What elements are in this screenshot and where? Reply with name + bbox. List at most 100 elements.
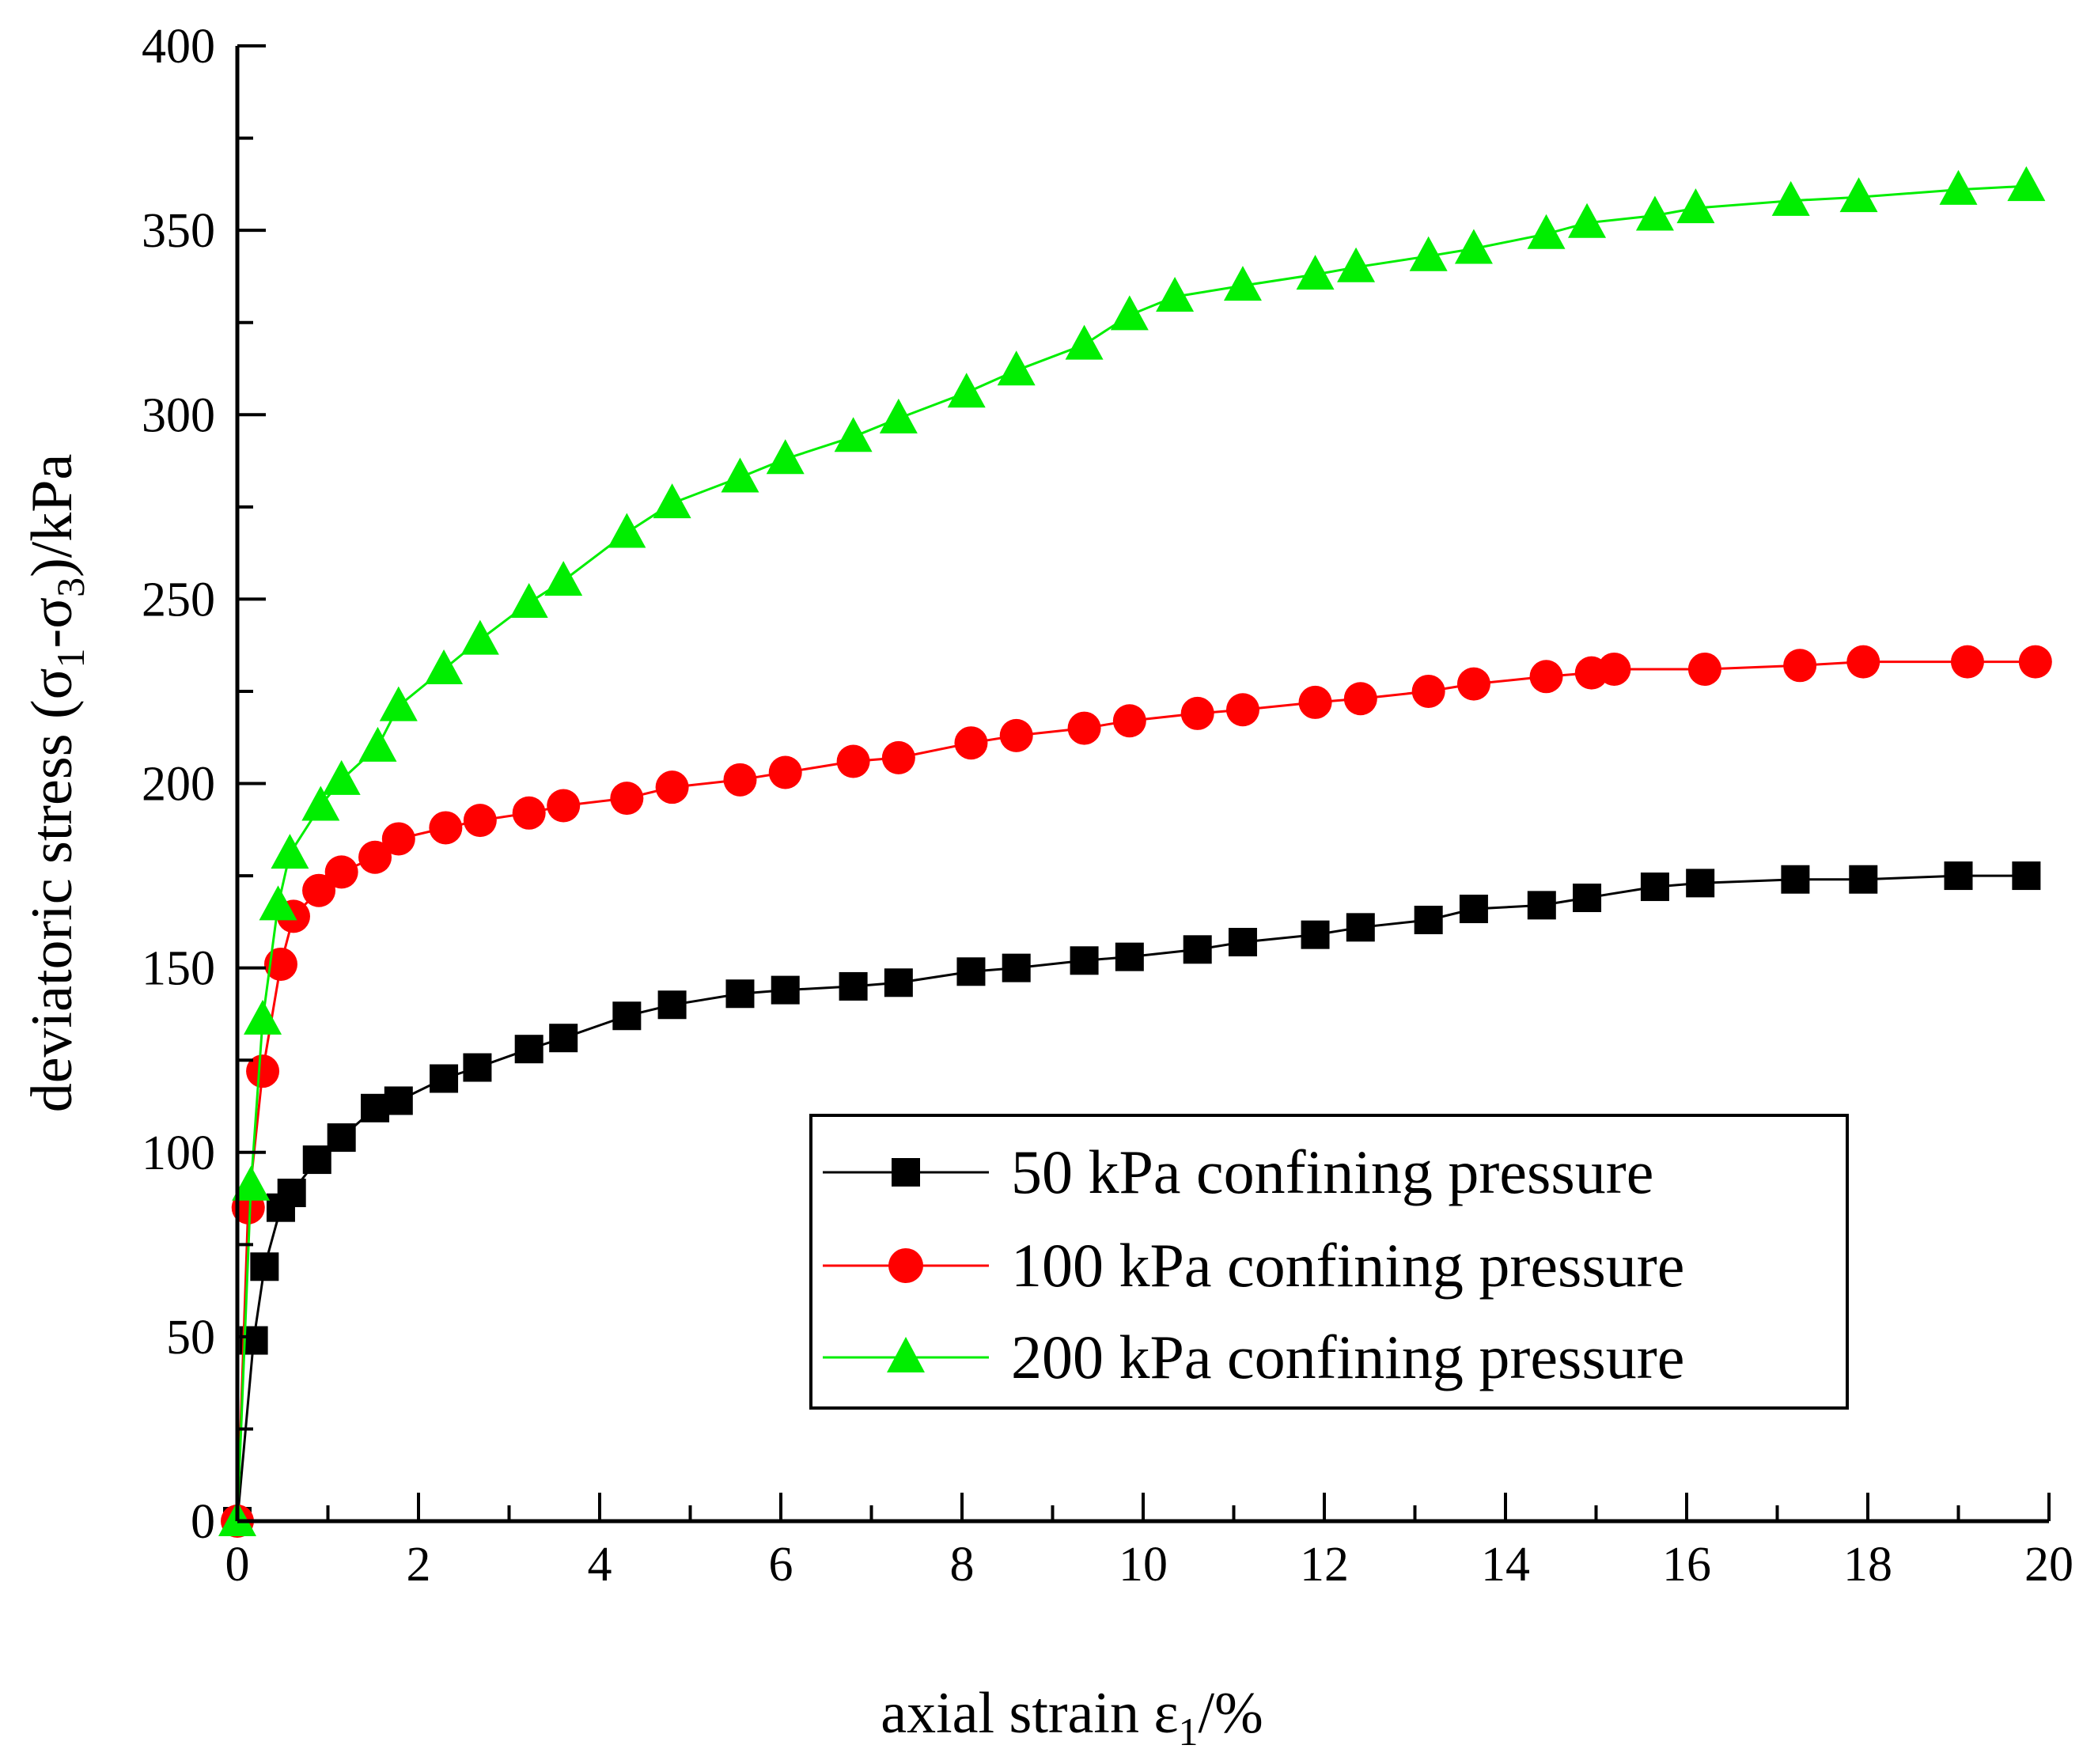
data-point-circle (999, 718, 1033, 752)
data-point-circle (2018, 645, 2052, 679)
data-point-square (956, 957, 986, 986)
data-point-circle (1950, 645, 1984, 679)
data-point-square (549, 1024, 578, 1053)
data-point-circle (1456, 667, 1490, 701)
data-point-triangle (608, 513, 646, 548)
x-tick-label: 8 (950, 1538, 975, 1592)
data-point-circle (1225, 693, 1259, 727)
data-point-square (725, 979, 755, 1009)
data-point-triangle (1676, 188, 1715, 224)
y-tick-label: 100 (142, 1126, 215, 1180)
x-tick-label: 14 (1481, 1538, 1530, 1592)
data-point-square (277, 1179, 306, 1208)
legend-item-50kpa: 50 kPa confining pressure (823, 1138, 1653, 1206)
data-point-square (1527, 891, 1556, 920)
data-point-circle (246, 1054, 280, 1088)
data-point-triangle (879, 398, 918, 433)
data-point-triangle (1635, 195, 1674, 231)
data-point-square (2012, 861, 2041, 891)
y-tick-label: 200 (142, 758, 215, 812)
series-layer (218, 166, 2052, 1538)
data-point-square (1414, 906, 1443, 935)
data-point-square (1183, 935, 1212, 964)
data-point-square (430, 1064, 459, 1093)
data-point-square (612, 1001, 642, 1031)
x-tick-label: 0 (225, 1538, 250, 1592)
data-point-circle (512, 796, 546, 830)
data-point-triangle (1065, 324, 1104, 360)
data-point-circle (463, 804, 497, 838)
y-axis-title-sub1: 1 (48, 648, 93, 668)
data-point-circle (1298, 685, 1332, 719)
data-point-square (463, 1053, 492, 1082)
data-point-triangle (1337, 247, 1376, 282)
data-point-triangle (1568, 203, 1607, 238)
data-point-triangle (1156, 277, 1195, 312)
data-point-circle (1411, 674, 1445, 708)
data-point-square (884, 968, 913, 997)
data-point-triangle (1839, 177, 1878, 213)
legend-label-100kpa: 100 kPa confining pressure (1011, 1231, 1684, 1300)
x-axis-title-main: axial strain ε (881, 1681, 1178, 1746)
data-point-triangle (322, 759, 361, 795)
data-point-square (1944, 861, 1973, 891)
data-point-circle (547, 789, 581, 823)
data-point-circle (768, 755, 802, 789)
data-point-circle (723, 763, 757, 797)
y-axis-title-sub2: 3 (48, 577, 93, 597)
data-point-triangle (653, 483, 691, 519)
data-point-triangle (2007, 166, 2046, 202)
legend: 50 kPa confining pressure 100 kPa confin… (809, 1114, 1849, 1410)
data-point-square (302, 1145, 331, 1175)
data-point-triangle (544, 561, 583, 596)
data-point-square (1686, 869, 1715, 898)
data-point-square (771, 975, 800, 1005)
data-point-square (1849, 865, 1878, 894)
legend-box (809, 1114, 1849, 1410)
series-3 (218, 166, 2046, 1536)
data-point-triangle (1454, 229, 1493, 264)
y-tick-label: 250 (142, 573, 215, 626)
data-point-circle (302, 873, 336, 907)
x-tick-label: 2 (407, 1538, 431, 1592)
y-axis-title-suffix: )/kPa (20, 454, 85, 577)
data-point-triangle (1110, 295, 1149, 331)
data-point-triangle (379, 686, 418, 721)
legend-item-200kpa: 200 kPa confining pressure (823, 1323, 1684, 1391)
data-point-circle (381, 822, 415, 856)
data-point-triangle (460, 619, 499, 655)
y-tick-label: 350 (142, 204, 215, 258)
data-point-triangle (1939, 169, 1978, 205)
x-tick-label: 4 (588, 1538, 612, 1592)
legend-label-50kpa: 50 kPa confining pressure (1011, 1138, 1653, 1206)
data-point-triangle (997, 350, 1036, 386)
data-point-square (1070, 946, 1099, 975)
data-point-square (1115, 942, 1144, 971)
data-point-triangle (425, 649, 464, 684)
data-point-triangle (232, 1165, 271, 1201)
data-point-triangle (301, 785, 340, 821)
y-tick-label: 300 (142, 388, 215, 442)
data-point-circle (1597, 652, 1631, 686)
legend-label-200kpa: 200 kPa confining pressure (1011, 1323, 1684, 1391)
x-tick-label: 16 (1662, 1538, 1711, 1592)
data-point-triangle (1409, 236, 1448, 271)
data-point-circle (881, 740, 915, 774)
data-point-square (1346, 913, 1375, 942)
data-point-circle (1343, 682, 1377, 716)
y-tick-label: 50 (166, 1311, 215, 1365)
x-tick-label: 18 (1843, 1538, 1892, 1592)
data-point-triangle (1771, 180, 1810, 216)
data-point-triangle (259, 885, 297, 921)
x-tick-label: 12 (1300, 1538, 1349, 1592)
x-axis-title-subscript: 1 (1179, 1709, 1199, 1754)
data-point-circle (1112, 704, 1146, 738)
data-point-triangle (1223, 266, 1262, 301)
data-point-circle (358, 840, 392, 874)
y-axis-title-mid: -σ (20, 597, 85, 649)
data-point-circle (610, 782, 644, 816)
legend-square-marker (892, 1158, 920, 1187)
data-point-circle (1529, 660, 1563, 694)
data-point-square (657, 990, 687, 1020)
